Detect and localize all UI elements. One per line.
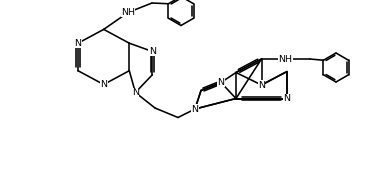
Text: N: N	[100, 80, 107, 89]
Text: N: N	[217, 78, 225, 87]
Text: NH: NH	[279, 54, 292, 64]
Text: N: N	[258, 81, 265, 89]
Text: N: N	[75, 39, 81, 48]
Text: N: N	[132, 88, 139, 97]
Text: N: N	[149, 47, 156, 56]
Text: N: N	[283, 94, 291, 103]
Text: N: N	[191, 104, 198, 113]
Text: NH: NH	[121, 8, 135, 17]
